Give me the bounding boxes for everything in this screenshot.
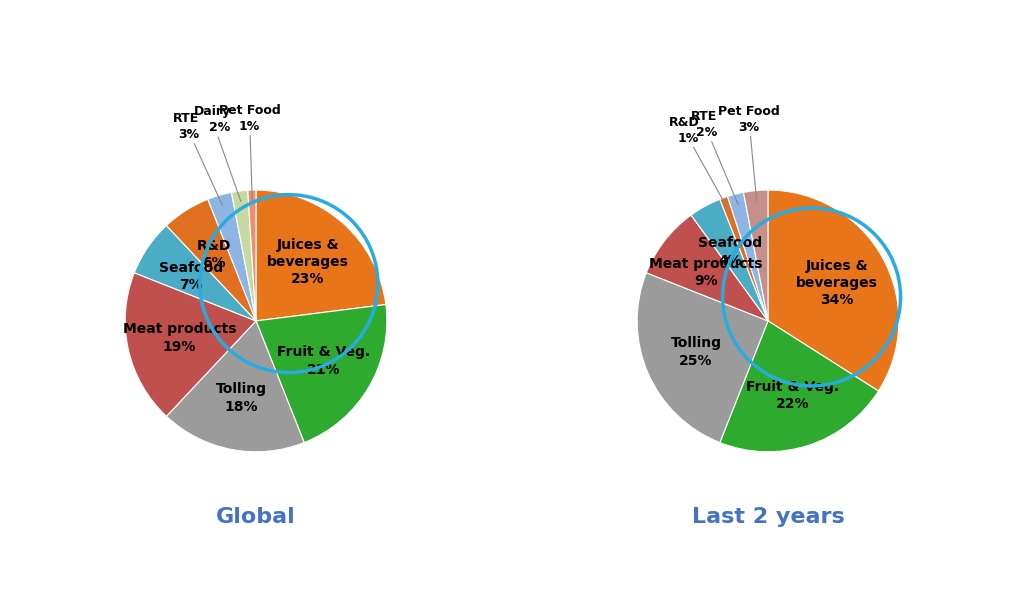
Wedge shape	[208, 192, 256, 321]
Text: RTE
2%: RTE 2%	[691, 110, 738, 204]
Wedge shape	[167, 321, 304, 452]
Text: Seafood
4%: Seafood 4%	[698, 237, 762, 268]
Wedge shape	[167, 199, 256, 321]
Wedge shape	[125, 273, 256, 416]
Text: Tolling
18%: Tolling 18%	[216, 382, 267, 414]
Wedge shape	[134, 226, 256, 321]
Wedge shape	[248, 190, 256, 321]
Wedge shape	[728, 192, 768, 321]
Text: Seafood
7%: Seafood 7%	[159, 261, 223, 292]
Text: Pet Food
3%: Pet Food 3%	[718, 104, 780, 201]
Wedge shape	[768, 190, 899, 391]
Text: RTE
3%: RTE 3%	[173, 112, 222, 206]
Text: R&D
6%: R&D 6%	[197, 239, 231, 270]
Wedge shape	[720, 321, 879, 452]
Wedge shape	[691, 199, 768, 321]
Wedge shape	[743, 190, 768, 321]
Wedge shape	[646, 215, 768, 321]
Wedge shape	[231, 190, 256, 321]
Wedge shape	[256, 190, 386, 321]
Text: Last 2 years: Last 2 years	[691, 507, 845, 526]
Text: Juices &
beverages
23%: Juices & beverages 23%	[267, 238, 349, 286]
Text: Dairy
2%: Dairy 2%	[194, 105, 241, 201]
Text: Tolling
25%: Tolling 25%	[671, 337, 722, 368]
Text: Meat products
19%: Meat products 19%	[123, 323, 237, 354]
Text: Global: Global	[216, 507, 296, 526]
Wedge shape	[637, 273, 768, 443]
Text: Meat products
9%: Meat products 9%	[649, 257, 763, 289]
Wedge shape	[720, 196, 768, 321]
Text: Fruit & Veg.
21%: Fruit & Veg. 21%	[278, 345, 370, 376]
Text: Pet Food
1%: Pet Food 1%	[219, 104, 281, 201]
Wedge shape	[256, 304, 387, 443]
Text: Juices &
beverages
34%: Juices & beverages 34%	[796, 259, 878, 307]
Text: Fruit & Veg.
22%: Fruit & Veg. 22%	[745, 380, 839, 411]
Text: R&D
1%: R&D 1%	[669, 115, 727, 207]
